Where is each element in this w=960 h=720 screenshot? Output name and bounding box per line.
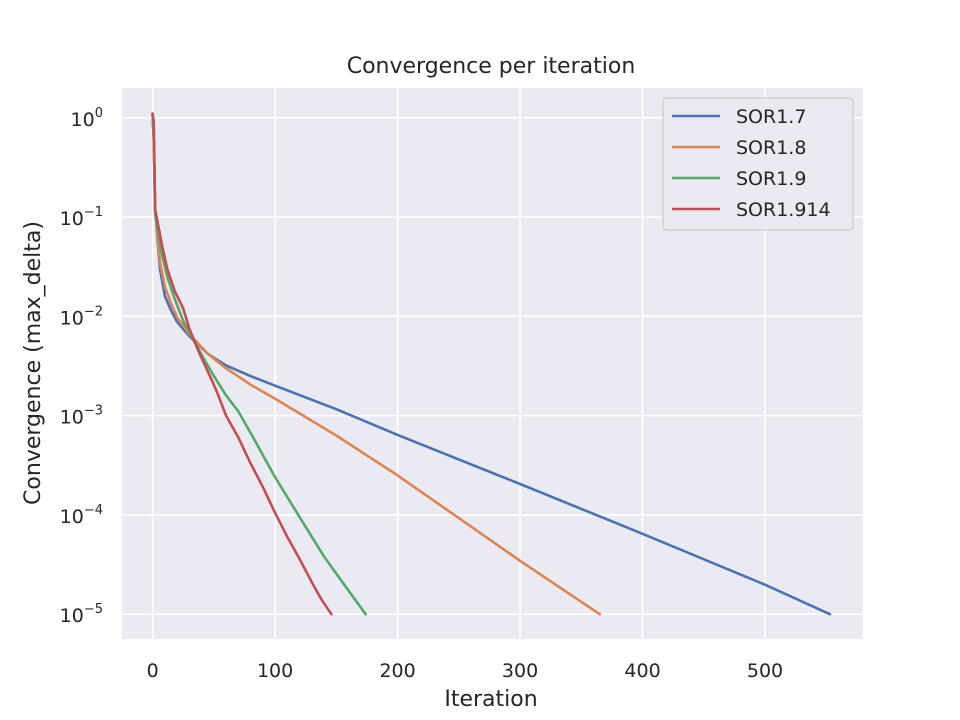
x-axis-label: Iteration: [444, 687, 537, 712]
legend-label: SOR1.9: [736, 168, 806, 190]
y-tick-exponent: 0: [95, 106, 103, 121]
y-tick-label: 10−4: [60, 503, 103, 528]
y-tick-exponent: −1: [84, 205, 103, 220]
x-tick-label: 0: [147, 660, 159, 682]
x-axis-ticks: 0 100 200 300 400 500: [147, 660, 784, 682]
legend-box: [662, 97, 854, 231]
legend-label: SOR1.8: [736, 137, 806, 159]
y-tick-base: 10: [71, 109, 95, 131]
y-tick-exponent: −2: [84, 304, 103, 319]
legend-label: SOR1.7: [736, 106, 806, 128]
y-tick-label: 10−1: [60, 205, 103, 230]
legend-label: SOR1.914: [736, 199, 831, 221]
y-tick-label: 10−2: [60, 304, 103, 329]
y-tick-label: 10−3: [60, 404, 103, 429]
x-tick-label: 400: [624, 660, 660, 682]
y-tick-base: 10: [60, 605, 84, 627]
y-tick-exponent: −5: [84, 602, 103, 617]
y-tick-base: 10: [60, 307, 84, 329]
series-line-sor1-914: [151, 112, 333, 616]
x-tick-label: 200: [379, 660, 415, 682]
x-tick-label: 500: [747, 660, 783, 682]
y-tick-exponent: −3: [84, 404, 103, 419]
y-tick-label: 100: [71, 106, 103, 131]
y-tick-exponent: −4: [84, 503, 103, 518]
y-axis-label: Convergence (max_delta): [21, 221, 46, 505]
y-tick-base: 10: [60, 208, 84, 230]
y-tick-base: 10: [60, 506, 84, 528]
chart-title: Convergence per iteration: [347, 54, 636, 79]
y-tick-label: 10−5: [60, 602, 103, 627]
y-tick-base: 10: [60, 407, 84, 429]
grid-lines: [122, 88, 863, 639]
x-tick-label: 100: [257, 660, 293, 682]
series-line-sor1-9: [151, 112, 367, 616]
x-tick-label: 300: [502, 660, 538, 682]
legend: SOR1.7 SOR1.8 SOR1.9 SOR1.914: [662, 97, 854, 231]
series-layer: [151, 112, 832, 616]
